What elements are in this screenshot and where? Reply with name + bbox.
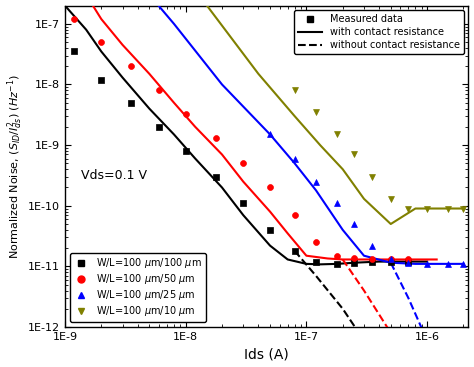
Point <box>291 248 299 254</box>
Point <box>312 259 320 265</box>
Point <box>405 257 412 262</box>
Point <box>98 39 105 45</box>
Point <box>182 148 190 154</box>
Point <box>368 174 376 180</box>
Point <box>127 63 135 69</box>
Point <box>333 200 341 206</box>
Point <box>291 87 299 93</box>
Point <box>405 260 412 266</box>
Point <box>213 174 220 180</box>
Point <box>333 253 341 259</box>
Point <box>266 227 274 233</box>
Point <box>71 16 78 22</box>
Point <box>445 206 452 211</box>
Point <box>155 124 163 130</box>
Point <box>405 259 412 265</box>
X-axis label: Ids (A): Ids (A) <box>244 348 289 361</box>
Point <box>405 206 412 211</box>
Point <box>351 152 358 157</box>
Point <box>312 179 320 185</box>
Point <box>127 100 135 106</box>
Y-axis label: Normalized Noise, $(S_{ID}/I_{ds}^2)$ $(Hz^{-1})$: Normalized Noise, $(S_{ID}/I_{ds}^2)$ $(… <box>6 74 25 259</box>
Point <box>155 87 163 93</box>
Point <box>182 112 190 117</box>
Point <box>368 259 376 265</box>
Point <box>213 135 220 141</box>
Point <box>387 257 394 262</box>
Point <box>387 259 394 265</box>
Point <box>351 221 358 227</box>
Point <box>312 239 320 245</box>
Point <box>312 109 320 115</box>
Point <box>266 131 274 137</box>
Point <box>423 261 431 267</box>
Text: Vds=0.1 V: Vds=0.1 V <box>81 169 147 182</box>
Point <box>445 261 452 267</box>
Point <box>423 206 431 211</box>
Point <box>460 206 467 211</box>
Point <box>266 185 274 190</box>
Point <box>351 260 358 266</box>
Point <box>387 257 394 262</box>
Point <box>368 243 376 248</box>
Point <box>98 77 105 83</box>
Point <box>239 200 247 206</box>
Point <box>333 131 341 137</box>
Point <box>239 160 247 166</box>
Point <box>387 196 394 202</box>
Point <box>71 48 78 54</box>
Point <box>333 261 341 267</box>
Point <box>291 156 299 161</box>
Point <box>460 261 467 267</box>
Point <box>368 257 376 262</box>
Legend: W/L=100 $\mu$m/100 $\mu$m, W/L=100 $\mu$m/50 $\mu$m, W/L=100 $\mu$m/25 $\mu$m, W: W/L=100 $\mu$m/100 $\mu$m, W/L=100 $\mu$… <box>70 252 206 322</box>
Point <box>351 255 358 261</box>
Point <box>291 212 299 218</box>
